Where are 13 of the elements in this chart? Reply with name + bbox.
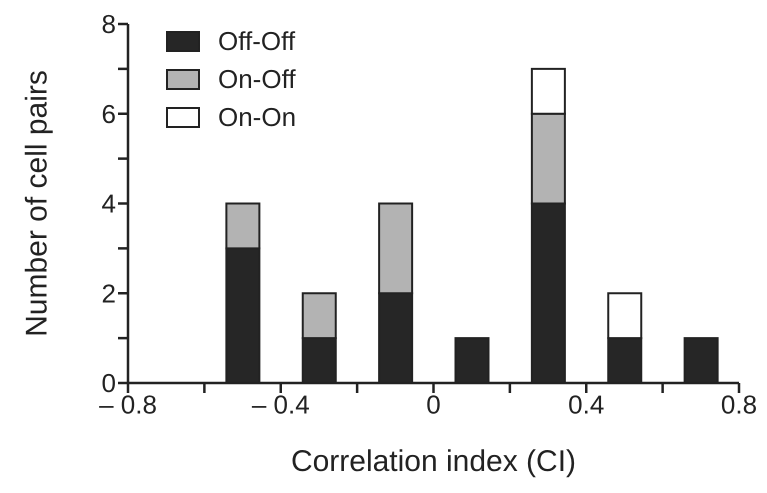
legend-label: On-On	[218, 102, 296, 132]
y-axis-title: Number of cell pairs	[20, 70, 54, 337]
y-tick-label: 4	[102, 188, 116, 219]
legend-label: Off-Off	[218, 26, 296, 56]
x-tick-label: 0.4	[568, 389, 604, 420]
x-tick-label: – 0.4	[252, 389, 310, 420]
y-tick-label: 2	[102, 278, 116, 308]
y-tick-label: 6	[102, 98, 116, 129]
y-tick-label: 8	[102, 9, 116, 40]
legend-label: On-Off	[218, 64, 296, 94]
x-tick-label: 0	[426, 389, 441, 420]
x-axis-title: Correlation index (CI)	[290, 445, 576, 478]
x-tick-label: 0.8	[720, 389, 758, 420]
